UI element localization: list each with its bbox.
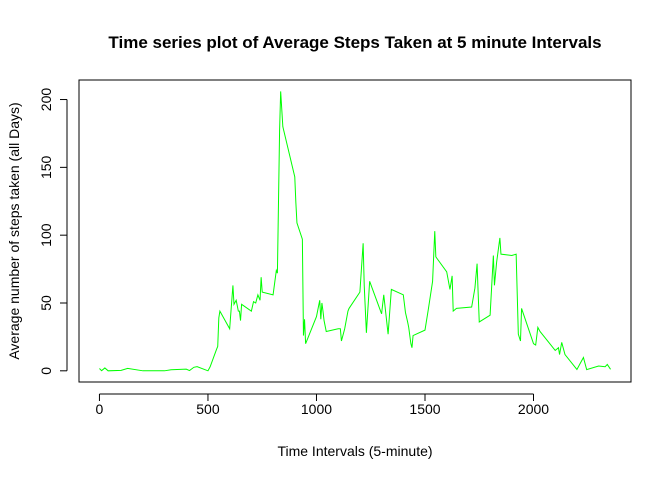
x-tick-label: 1500 [409, 401, 440, 417]
y-tick-label: 100 [38, 223, 54, 247]
y-tick-label: 0 [38, 367, 54, 375]
plot-box [78, 79, 632, 383]
chart-title: Time series plot of Average Steps Taken … [108, 33, 601, 52]
x-tick-label: 0 [96, 401, 104, 417]
y-axis-label: Average number of steps taken (all Days) [6, 102, 22, 359]
x-axis-label: Time Intervals (5-minute) [277, 443, 432, 459]
y-tick-label: 200 [38, 88, 54, 112]
x-tick-label: 2000 [518, 401, 549, 417]
x-tick-label: 1000 [301, 401, 332, 417]
y-tick-label: 150 [38, 155, 54, 179]
y-tick-label: 50 [38, 295, 54, 311]
x-tick-label: 500 [196, 401, 220, 417]
data-line [99, 91, 611, 372]
